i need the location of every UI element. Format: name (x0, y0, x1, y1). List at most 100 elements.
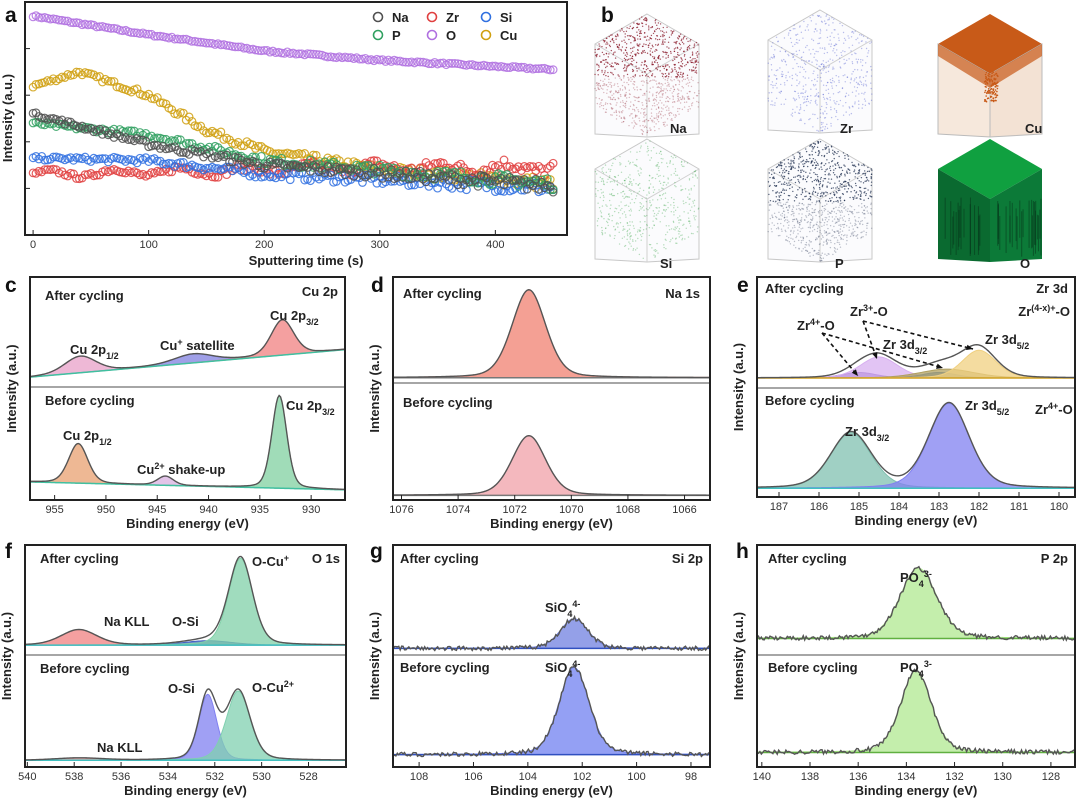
x-tick-label: 1068 (616, 504, 640, 516)
element-label: O (1020, 256, 1030, 271)
atom-dot (628, 233, 631, 235)
atom-dot (854, 216, 856, 218)
atom-dot (678, 228, 681, 230)
atom-dot (835, 212, 838, 215)
atom-dot (631, 198, 633, 201)
atom-dot (846, 170, 848, 172)
atom-dot (600, 215, 602, 217)
atom-dot (780, 183, 783, 185)
atom-dot (802, 92, 804, 95)
x-tick-label: 180 (1050, 501, 1068, 513)
atom-dot (672, 96, 675, 98)
atom-dot (769, 176, 771, 179)
atom-dot (821, 130, 824, 132)
atom-dot (688, 220, 690, 222)
atom-dot (784, 51, 787, 53)
atom-dot (813, 249, 815, 252)
atom-dot (610, 85, 613, 87)
atom-dot (609, 193, 611, 195)
atom-dot (808, 245, 810, 247)
atom-dot (666, 51, 668, 54)
atom-dot (814, 143, 817, 145)
atom-dot (799, 104, 802, 106)
atom-dot (781, 75, 784, 77)
atom-dot (828, 239, 830, 241)
atom-dot (696, 51, 699, 53)
atom-dot (851, 30, 854, 33)
atom-dot (845, 101, 847, 104)
atom-dot (866, 71, 869, 73)
atom-dot (675, 186, 677, 188)
atom-dot (839, 198, 841, 200)
atom-dot (629, 178, 631, 180)
atom-dot (862, 59, 864, 61)
atom-dot (602, 183, 605, 185)
atom-dot (677, 61, 680, 64)
atom-dot (610, 90, 612, 92)
atom-dot (796, 220, 799, 222)
atom-dot (611, 34, 613, 36)
atom-dot (813, 171, 815, 174)
atom-dot (860, 34, 863, 36)
atom-dot (831, 229, 834, 231)
atom-dot (659, 58, 662, 60)
atom-dot (812, 225, 815, 227)
atom-dot (596, 82, 598, 84)
atom-dot (620, 48, 622, 51)
atom-dot (822, 148, 824, 151)
atom-dot (677, 95, 679, 97)
atom-dot (870, 168, 872, 170)
peak-annotation: Zr 3d3/2 (883, 337, 927, 356)
atom-dot (773, 74, 776, 76)
after-cycling-spectrum: After cycling (392, 286, 711, 379)
atom-dot (775, 196, 778, 198)
atom-dot (815, 184, 818, 186)
atom-dot (843, 207, 845, 209)
x-tick-label: 184 (890, 501, 908, 513)
atom-dot (799, 221, 801, 224)
atom-dot (649, 200, 651, 202)
peak-annotation: O-Si (172, 614, 199, 629)
data-point (502, 63, 512, 73)
atom-dot (859, 194, 862, 196)
after-cycling-spectrum: After cycling (29, 288, 346, 378)
atom-dot (816, 14, 819, 17)
atom-dot (796, 204, 798, 207)
atom-dot (796, 79, 798, 81)
annotation-part: Cu 2p (63, 428, 99, 443)
atom-dot (650, 26, 652, 29)
atom-dot (670, 239, 672, 241)
atom-dot (676, 46, 679, 49)
atom-dot (693, 45, 696, 47)
atom-dot (792, 165, 794, 167)
atom-dot (792, 213, 794, 215)
atom-dot (799, 66, 802, 68)
atom-dot (835, 216, 837, 218)
atom-dot (794, 167, 796, 169)
atom-dot (631, 55, 634, 58)
atom-dot (618, 75, 620, 77)
atom-dot (665, 233, 667, 236)
x-axis-label: Binding energy (eV) (855, 783, 978, 798)
panel-letter: d (371, 274, 384, 297)
atom-dot (830, 146, 833, 148)
atom-dot (851, 211, 854, 213)
atom-dot (827, 213, 829, 215)
atom-dot (781, 205, 783, 207)
data-point (48, 14, 58, 24)
atom-dot (642, 120, 644, 123)
atom-dot (620, 171, 623, 174)
data-point (545, 65, 555, 75)
data-point (31, 152, 41, 161)
atom-dot (986, 91, 988, 94)
atom-dot (599, 196, 601, 199)
atom-dot (821, 162, 823, 164)
atom-dot (610, 98, 612, 101)
atom-dot (693, 210, 696, 213)
atom-dot (988, 79, 991, 82)
atom-dot (804, 46, 807, 49)
atom-dot (795, 98, 798, 101)
annotation-part: 3/2 (877, 433, 890, 443)
atom-dot (607, 218, 609, 220)
peak-annotation: O-Cu+ (252, 553, 289, 569)
